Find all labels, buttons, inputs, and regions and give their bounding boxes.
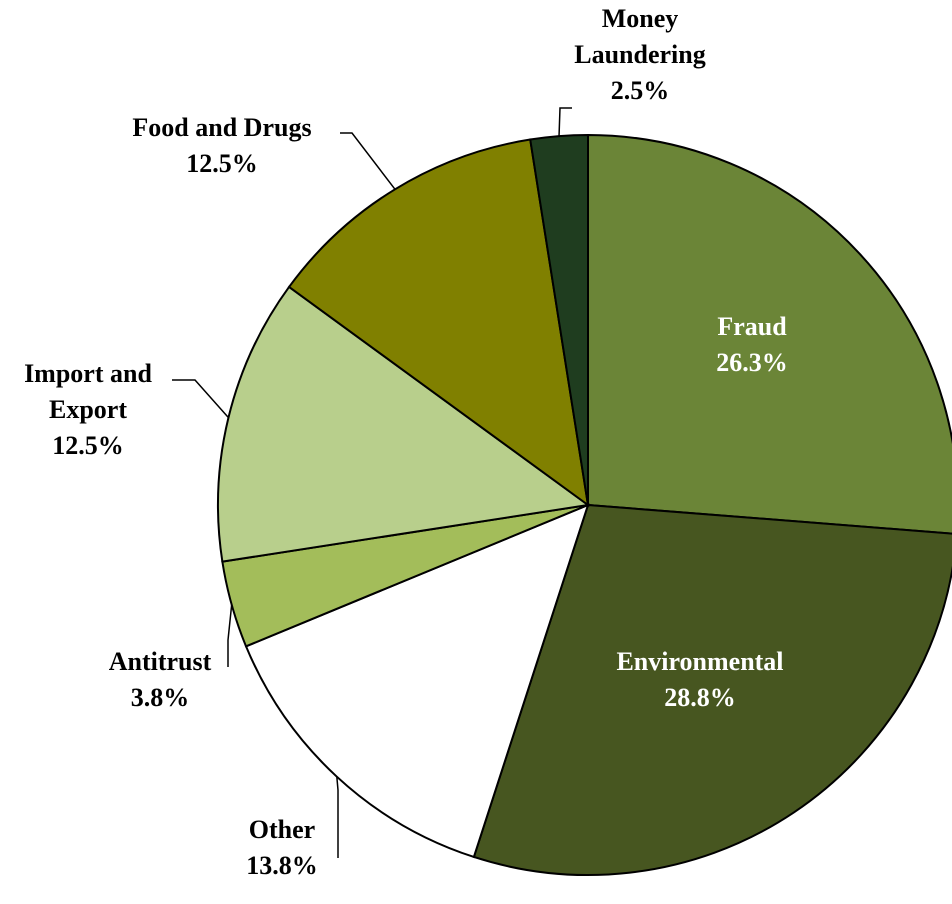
value-label: 2.5% — [610, 76, 670, 105]
category-name: Money Laundering — [574, 4, 706, 69]
slice-label: Other 13.8% — [202, 812, 362, 884]
leader-line — [558, 107, 572, 137]
leader-line — [172, 379, 230, 419]
category-name: Antitrust — [108, 647, 212, 676]
leader-line — [336, 776, 339, 858]
slice-label: Money Laundering 2.5% — [555, 1, 725, 109]
slice-label: Import and Export 12.5% — [3, 356, 173, 464]
value-label: 26.3% — [716, 348, 788, 377]
leader-line — [340, 132, 396, 190]
slice-label: Environmental 28.8% — [570, 644, 830, 716]
pie-slice — [217, 285, 591, 563]
pie-slice — [472, 503, 952, 876]
value-label: 28.8% — [664, 683, 736, 712]
category-name: Environmental — [616, 647, 784, 676]
pie-slice — [287, 138, 590, 508]
value-label: 13.8% — [246, 851, 318, 880]
category-name: Fraud — [717, 312, 787, 341]
slice-label: Food and Drugs 12.5% — [102, 110, 342, 182]
pie-slice — [587, 133, 952, 535]
category-name: Other — [248, 815, 316, 844]
value-label: 3.8% — [130, 683, 190, 712]
slice-label: Fraud 26.3% — [652, 309, 852, 381]
leader-line — [227, 604, 233, 667]
category-name: Import and Export — [24, 359, 152, 424]
category-name: Food and Drugs — [132, 113, 312, 142]
slice-label: Antitrust 3.8% — [80, 644, 240, 716]
value-label: 12.5% — [52, 431, 124, 460]
value-label: 12.5% — [186, 149, 258, 178]
